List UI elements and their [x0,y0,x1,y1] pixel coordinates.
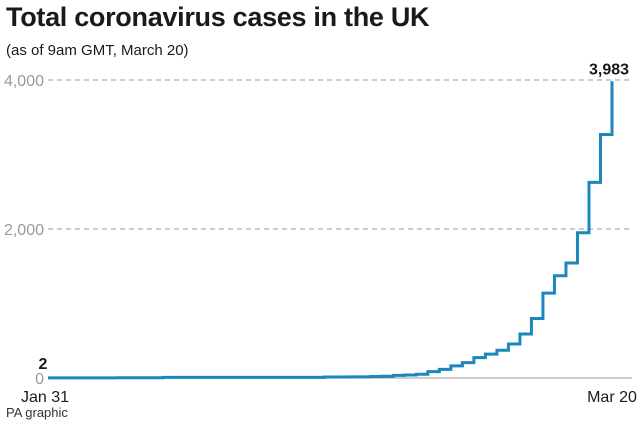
x-axis-ticks: Jan 31 Mar 20 [21,389,637,406]
x-tick-label-start: Jan 31 [21,389,69,406]
y-tick-label-2000: 2,000 [4,222,44,239]
series-layer [47,81,614,380]
chart-title: Total coronavirus cases in the UK [6,2,430,32]
y-tick-label-0: 0 [35,371,44,388]
x-tick-label-end: Mar 20 [587,389,637,406]
series-line [48,81,614,380]
data-labels: 2 3,983 [39,61,630,373]
source-credit: PA graphic [6,405,68,420]
data-label-start: 2 [39,356,48,373]
data-label-end: 3,983 [589,61,629,78]
y-tick-label-4000: 4,000 [4,73,44,90]
y-axis-ticks: 0 2,000 4,000 [4,73,44,388]
chart-subtitle: (as of 9am GMT, March 20) [6,42,189,59]
gridlines [48,79,632,230]
